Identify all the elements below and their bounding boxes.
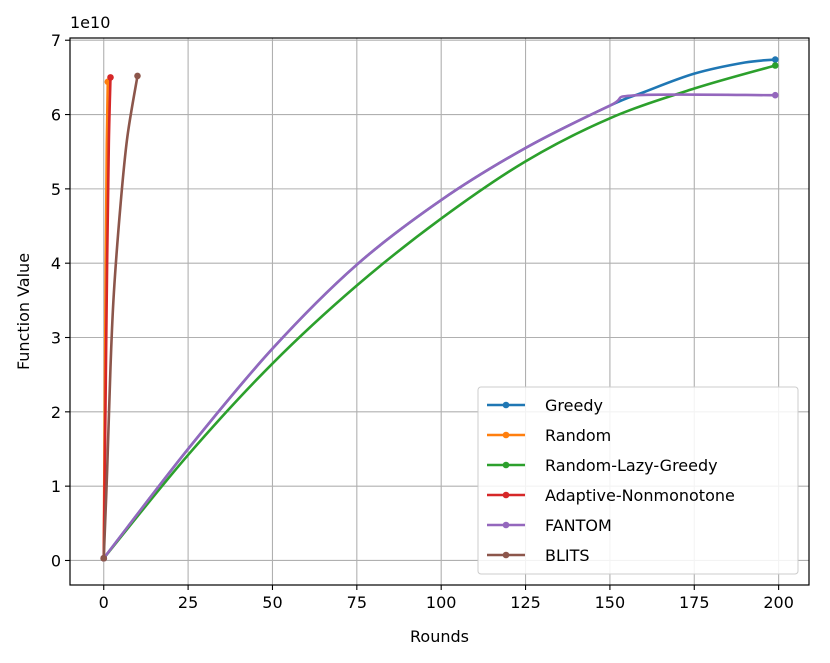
x-tick-label: 50 xyxy=(262,593,282,612)
series-end-marker-adaptive-nonmonotone xyxy=(107,74,114,81)
legend-marker-random xyxy=(502,431,510,439)
series-line-blits xyxy=(102,75,139,559)
x-tick-label: 25 xyxy=(178,593,198,612)
x-tick-label: 0 xyxy=(99,593,109,612)
legend-label-blits: BLITS xyxy=(545,546,590,565)
x-tick-label: 75 xyxy=(347,593,367,612)
y-axis-label: Function Value xyxy=(14,253,33,370)
y-tick-label: 7 xyxy=(51,31,61,50)
y-axis-scale-label: 1e10 xyxy=(70,13,110,32)
series-line-fantom xyxy=(102,93,776,560)
legend-marker-fantom xyxy=(502,521,510,529)
series-end-marker-blits xyxy=(134,72,141,80)
series-line-random-lazy-greedy xyxy=(102,64,776,560)
y-tick-label: 3 xyxy=(51,329,61,348)
series-layer xyxy=(100,56,779,562)
legend: Greedy Random Random-Lazy-Greedy Adaptive-N… xyxy=(477,386,799,575)
series-end-marker-fantom xyxy=(771,91,779,99)
y-tick-label: 4 xyxy=(51,254,61,273)
series-line-adaptive-nonmonotone xyxy=(102,77,112,559)
legend-marker-random-lazy-greedy xyxy=(502,461,510,469)
legend-label-adaptive-nonmonotone: Adaptive-Nonmonotone xyxy=(545,486,735,505)
y-tick-label: 6 xyxy=(51,106,61,125)
legend-marker-greedy xyxy=(502,401,510,409)
y-axis-ticks: 0 1 2 3 4 5 6 7 xyxy=(51,31,70,570)
plot-frame xyxy=(69,37,810,586)
y-tick-label: 5 xyxy=(51,180,61,199)
x-tick-label: 125 xyxy=(510,593,541,612)
x-tick-label: 175 xyxy=(679,593,710,612)
legend-marker-blits xyxy=(502,551,510,559)
series-end-marker-random-lazy-greedy xyxy=(771,62,779,69)
x-axis-label: Rounds xyxy=(410,627,469,646)
series-start-marker-blits xyxy=(100,554,108,562)
x-tick-label: 150 xyxy=(595,593,626,612)
legend-marker-adaptive-nonmonotone xyxy=(502,491,510,499)
y-tick-label: 2 xyxy=(51,403,61,422)
legend-label-random-lazy-greedy: Random-Lazy-Greedy xyxy=(545,456,718,475)
legend-label-random: Random xyxy=(545,426,611,445)
x-tick-label: 200 xyxy=(763,593,794,612)
legend-label-greedy: Greedy xyxy=(545,396,603,415)
y-tick-label: 0 xyxy=(51,551,61,570)
x-tick-label: 100 xyxy=(426,593,457,612)
legend-label-fantom: FANTOM xyxy=(545,516,612,535)
series-end-marker-greedy xyxy=(771,56,779,63)
y-tick-label: 1 xyxy=(51,477,61,496)
x-axis-ticks: 0 25 50 75 100 125 150 175 200 xyxy=(99,585,794,612)
legend-box xyxy=(477,386,799,575)
